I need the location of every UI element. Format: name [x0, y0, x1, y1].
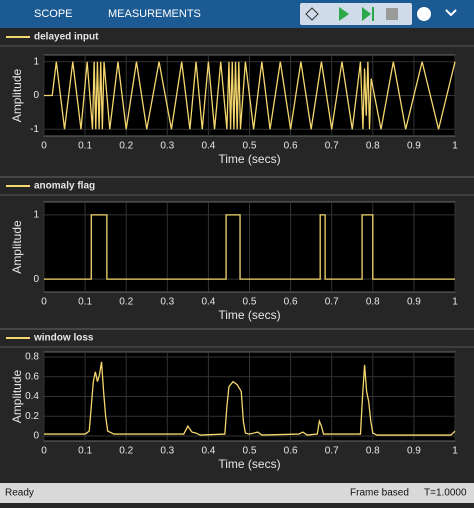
x-tick-label: 0.9 [407, 446, 421, 457]
signal-line [44, 214, 455, 280]
x-tick-label: 0.3 [160, 297, 174, 308]
x-tick-label: 0.6 [284, 446, 298, 457]
x-tick-label: 0.6 [284, 297, 298, 308]
tab-measurements[interactable]: MEASUREMENTS [108, 8, 201, 20]
y-tick-label: 0.4 [25, 391, 39, 402]
x-axis-label: Time (secs) [218, 457, 280, 471]
x-tick-label: 0.7 [325, 297, 339, 308]
x-tick-label: 0.4 [201, 141, 215, 152]
x-tick-label: 1 [452, 297, 458, 308]
run-controls [300, 3, 412, 25]
y-tick-label: 0.8 [25, 352, 39, 363]
x-tick-label: 0.9 [407, 297, 421, 308]
y-tick-label: 0.2 [25, 411, 39, 422]
y-tick-label: 1 [33, 56, 39, 67]
y-tick-label: 0.6 [25, 371, 39, 382]
x-tick-label: 0.4 [201, 297, 215, 308]
x-tick-label: 0.3 [160, 141, 174, 152]
signal-line [44, 361, 456, 436]
x-tick-label: 0.1 [78, 141, 92, 152]
tab-scope[interactable]: SCOPE [34, 8, 73, 20]
x-tick-label: 0.4 [201, 446, 215, 457]
y-axis-label: Amplitude [10, 220, 24, 274]
help-button[interactable] [417, 7, 431, 21]
y-axis-label: Amplitude [10, 370, 24, 424]
y-axis-label: Amplitude [10, 69, 24, 123]
y-tick-label: 1 [33, 209, 39, 220]
status-ready: Ready [5, 488, 34, 499]
x-tick-label: 0.3 [160, 446, 174, 457]
x-tick-label: 0.1 [78, 446, 92, 457]
legend-label: window loss [33, 333, 94, 344]
x-tick-label: 0.9 [407, 141, 421, 152]
x-tick-label: 0.6 [284, 141, 298, 152]
collapse-button[interactable] [445, 9, 457, 17]
x-tick-label: 0.2 [119, 297, 133, 308]
signal-line [44, 61, 456, 130]
x-tick-label: 0.2 [119, 446, 133, 457]
step-back-button[interactable] [305, 7, 319, 21]
status-mode: Frame based [350, 488, 409, 499]
x-tick-label: 0.1 [78, 297, 92, 308]
x-tick-label: 1 [452, 446, 458, 457]
step-button[interactable] [362, 7, 374, 21]
x-tick-label: 0.8 [366, 141, 380, 152]
x-axis-label: Time (secs) [218, 308, 280, 322]
status-time: T=1.0000 [424, 488, 467, 499]
x-tick-label: 1 [452, 141, 458, 152]
y-tick-label: 0 [33, 431, 39, 442]
run-button[interactable] [339, 7, 349, 21]
x-tick-label: 0.5 [243, 446, 257, 457]
x-tick-label: 0 [41, 297, 47, 308]
x-axis-label: Time (secs) [218, 152, 280, 166]
x-tick-label: 0.5 [243, 141, 257, 152]
legend-label: anomaly flag [34, 181, 95, 192]
x-tick-label: 0.8 [366, 297, 380, 308]
x-tick-label: 0.5 [243, 297, 257, 308]
x-tick-label: 0 [41, 446, 47, 457]
x-tick-label: 0.7 [325, 446, 339, 457]
status-bar [0, 483, 474, 503]
x-tick-label: 0.7 [325, 141, 339, 152]
y-tick-label: -1 [30, 124, 39, 135]
x-tick-label: 0.8 [366, 446, 380, 457]
x-tick-label: 0.2 [119, 141, 133, 152]
y-tick-label: 0 [33, 274, 39, 285]
x-tick-label: 0 [41, 141, 47, 152]
legend-label: delayed input [34, 32, 99, 43]
stop-button[interactable] [386, 8, 398, 20]
y-tick-label: 0 [33, 90, 39, 101]
